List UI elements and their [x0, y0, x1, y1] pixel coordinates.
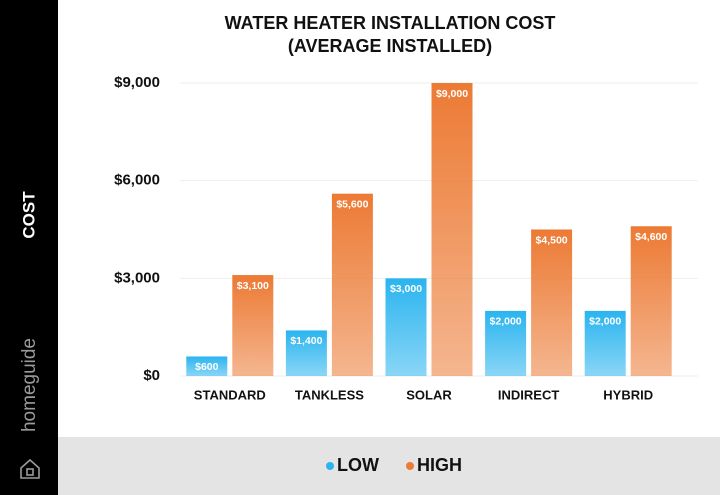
value-label: $3,000: [390, 283, 422, 295]
x-tick-label: SOLAR: [406, 387, 452, 402]
bar: [485, 310, 527, 376]
bar: [232, 275, 274, 376]
legend-marker: [406, 462, 414, 470]
value-label: $3,100: [237, 280, 269, 292]
value-label: $4,600: [635, 231, 667, 243]
value-label: $4,500: [536, 234, 568, 246]
bar: [584, 310, 626, 376]
bar: [385, 278, 427, 376]
y-axis-label: COST: [19, 191, 38, 239]
bar: [331, 193, 373, 376]
x-tick-label: TANKLESS: [295, 387, 364, 402]
chart-subtitle: (AVERAGE INSTALLED): [288, 36, 492, 56]
value-label: $600: [195, 361, 219, 373]
y-tick-label: $3,000: [114, 269, 160, 286]
brand-icon: [20, 458, 40, 479]
bar: [285, 330, 327, 376]
legend-marker: [326, 462, 334, 470]
value-label: $1,400: [290, 335, 322, 347]
value-label: $9,000: [436, 88, 468, 100]
legend-box: [58, 437, 720, 495]
y-tick-label: $0: [143, 367, 160, 384]
y-tick-label: $9,000: [114, 74, 160, 91]
brand: homeguide: [19, 338, 40, 432]
chart-title: WATER HEATER INSTALLATION COST: [225, 13, 556, 33]
x-tick-label: STANDARD: [194, 387, 266, 402]
value-label: $2,000: [589, 316, 621, 328]
bar: [531, 229, 573, 376]
bar: [186, 356, 228, 376]
value-label: $5,600: [336, 198, 368, 210]
bar: [431, 83, 473, 376]
value-label: $2,000: [490, 316, 522, 328]
x-tick-label: INDIRECT: [498, 387, 559, 402]
legend-label: HIGH: [417, 455, 462, 475]
legend-label: LOW: [337, 455, 379, 475]
bar: [630, 226, 672, 376]
y-tick-label: $6,000: [114, 172, 160, 189]
x-tick-label: HYBRID: [603, 387, 653, 402]
sidebar: [0, 0, 58, 495]
